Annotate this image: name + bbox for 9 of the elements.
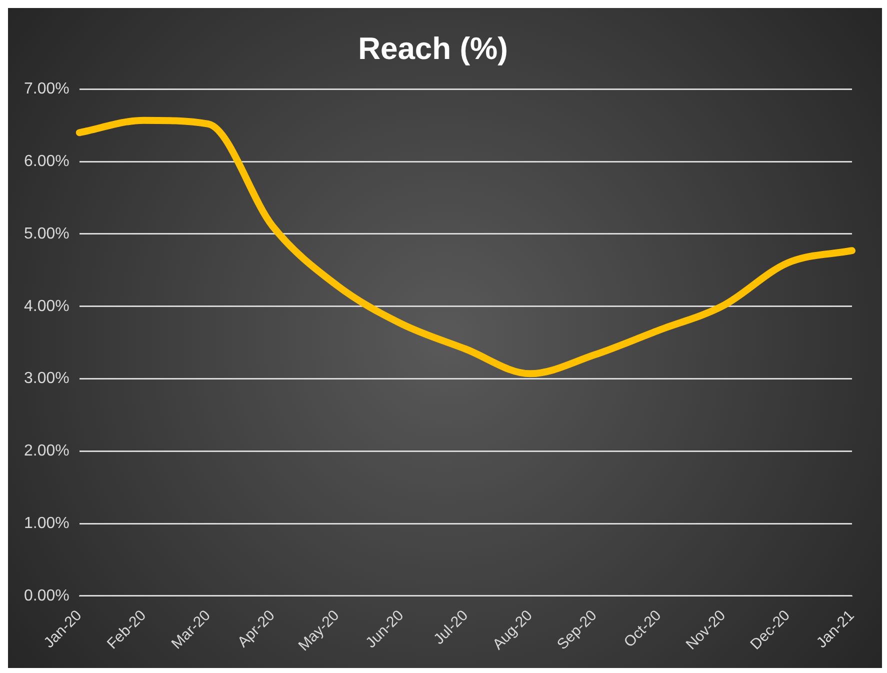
- y-tick-label: 1.00%: [24, 514, 70, 532]
- y-tick-label: 3.00%: [24, 370, 70, 388]
- y-tick-label: 7.00%: [24, 80, 70, 98]
- y-tick-label: 2.00%: [24, 442, 70, 460]
- y-tick-label: 4.00%: [24, 298, 70, 315]
- y-tick-label: 0.00%: [24, 587, 70, 604]
- y-tick-label: 6.00%: [24, 152, 70, 170]
- y-tick-label: 5.00%: [24, 225, 70, 242]
- chart-title: Reach (%): [358, 31, 508, 66]
